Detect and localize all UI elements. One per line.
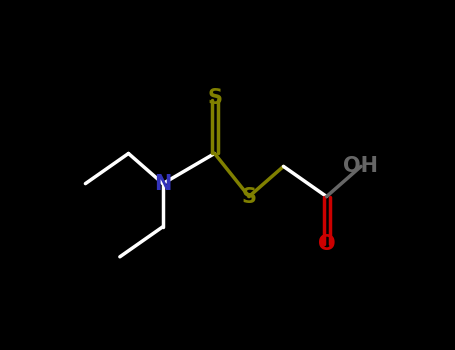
Text: OH: OH bbox=[344, 156, 379, 176]
Text: N: N bbox=[154, 174, 172, 194]
Text: S: S bbox=[242, 187, 257, 206]
Text: S: S bbox=[207, 88, 222, 107]
Text: O: O bbox=[318, 234, 335, 254]
